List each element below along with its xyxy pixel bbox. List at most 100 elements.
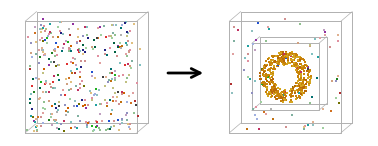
Point (112, 77, 118, 80)
Point (56, 101, 62, 103)
Point (269, 88, 275, 91)
Point (245, 44, 251, 47)
Point (260, 74, 266, 77)
Point (291, 56, 297, 58)
Point (51, 60, 57, 63)
Point (77, 60, 84, 63)
Point (106, 78, 112, 81)
Point (126, 95, 132, 97)
Point (274, 98, 280, 101)
Point (88, 97, 94, 99)
Point (28, 93, 34, 95)
Point (267, 77, 273, 79)
Point (278, 93, 284, 95)
Point (67, 34, 73, 36)
Point (70, 57, 76, 59)
Point (301, 128, 307, 130)
Point (293, 85, 299, 87)
Point (297, 70, 303, 72)
Point (33, 118, 39, 120)
Point (267, 82, 273, 85)
Point (292, 85, 298, 87)
Point (91, 77, 98, 79)
Point (252, 114, 258, 117)
Point (263, 73, 270, 75)
Point (253, 106, 259, 108)
Point (80, 105, 86, 107)
Point (286, 54, 292, 56)
Point (298, 82, 304, 84)
Point (298, 75, 304, 78)
Point (266, 57, 272, 59)
Point (275, 54, 281, 57)
Point (280, 90, 287, 92)
Point (37, 87, 43, 89)
Point (307, 101, 313, 104)
Point (301, 59, 307, 61)
Point (295, 85, 301, 88)
Point (130, 91, 136, 94)
Point (268, 79, 274, 81)
Point (36, 97, 42, 100)
Point (112, 79, 118, 81)
Point (42, 83, 48, 86)
Point (265, 86, 271, 88)
Point (115, 91, 121, 93)
Point (27, 98, 33, 100)
Point (295, 76, 301, 78)
Point (94, 120, 100, 123)
Point (261, 67, 267, 69)
Point (263, 112, 269, 115)
Point (133, 104, 139, 106)
Point (79, 80, 85, 82)
Point (72, 72, 78, 74)
Point (104, 102, 110, 104)
Point (265, 69, 271, 71)
Point (264, 93, 270, 95)
Point (297, 86, 303, 88)
Point (273, 84, 279, 86)
Point (77, 120, 83, 122)
Point (82, 26, 88, 28)
Point (263, 77, 270, 79)
Point (82, 104, 88, 107)
Point (287, 62, 293, 64)
Point (52, 55, 58, 57)
Point (297, 56, 303, 59)
Point (279, 95, 285, 97)
Point (288, 114, 294, 116)
Point (260, 67, 266, 70)
Point (58, 21, 64, 24)
Point (54, 127, 60, 129)
Point (253, 39, 259, 42)
Point (290, 65, 296, 67)
Point (273, 61, 279, 64)
Point (270, 73, 276, 76)
Point (261, 71, 267, 73)
Point (68, 127, 74, 130)
Point (81, 35, 87, 37)
Point (279, 94, 285, 97)
Point (80, 44, 86, 46)
Point (273, 83, 279, 86)
Point (315, 56, 321, 58)
Point (299, 91, 305, 94)
Point (266, 81, 273, 83)
Point (277, 95, 283, 97)
Point (288, 54, 294, 56)
Point (281, 99, 287, 101)
Point (117, 123, 123, 126)
Point (302, 126, 308, 128)
Point (36, 78, 42, 80)
Point (304, 81, 310, 83)
Point (98, 34, 104, 36)
Point (58, 93, 64, 96)
Point (283, 53, 289, 55)
Point (119, 90, 125, 93)
Point (137, 48, 143, 50)
Point (282, 88, 288, 91)
Point (269, 95, 275, 98)
Point (42, 53, 48, 55)
Point (300, 85, 306, 87)
Point (267, 61, 273, 63)
